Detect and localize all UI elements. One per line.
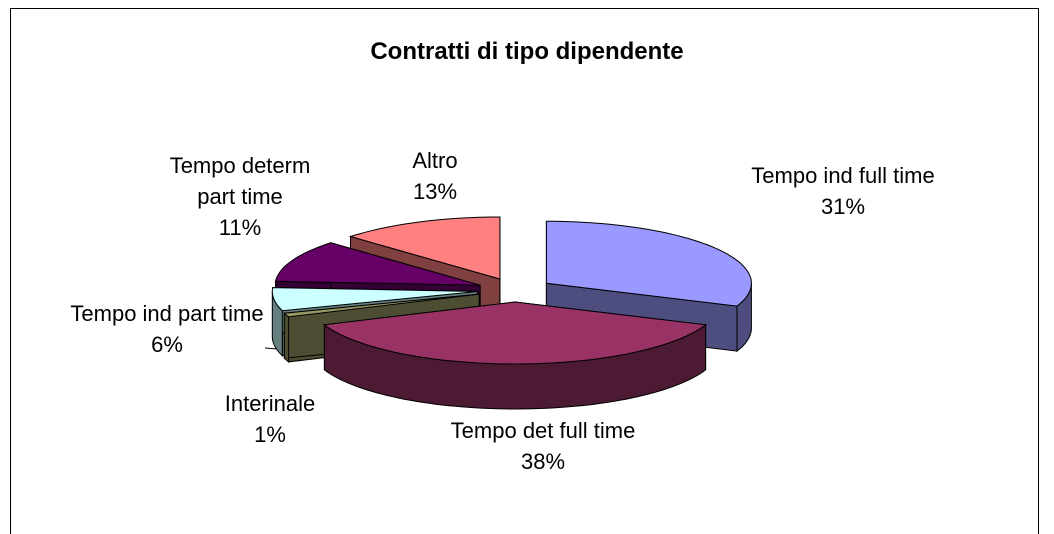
category-label: Tempo ind part time	[70, 301, 264, 326]
slice-top	[271, 287, 478, 312]
data-label: Altro 13%	[375, 145, 495, 207]
slice	[323, 301, 707, 410]
value-label: 11%	[218, 215, 262, 240]
category-label: Interinale	[224, 391, 316, 416]
category-label: Tempo det full time	[450, 418, 636, 443]
category-label: Tempo determ part time	[169, 153, 311, 209]
value-label: 38%	[520, 449, 566, 474]
data-label: Interinale 1%	[205, 388, 335, 450]
category-label: Tempo ind full time	[751, 163, 935, 188]
slice-top	[545, 220, 752, 307]
slice-top	[283, 293, 480, 318]
slice-top	[274, 242, 481, 286]
slice-top	[348, 216, 501, 280]
category-label: Altro	[412, 148, 458, 173]
data-label: Tempo ind part time 6%	[67, 298, 267, 360]
slice-outer-side	[283, 312, 290, 363]
slice-top	[323, 301, 707, 365]
value-label: 31%	[820, 194, 866, 219]
data-label: Tempo determ part time 11%	[155, 150, 325, 243]
chart-title: Contratti di tipo dipendente	[370, 38, 684, 65]
value-label: 1%	[254, 422, 286, 447]
chart-frame	[10, 8, 1039, 534]
value-label: 13%	[412, 179, 458, 204]
data-label: Tempo ind full time 31%	[748, 160, 938, 222]
data-label: Tempo det full time 38%	[448, 415, 638, 477]
value-label: 6%	[151, 332, 183, 357]
